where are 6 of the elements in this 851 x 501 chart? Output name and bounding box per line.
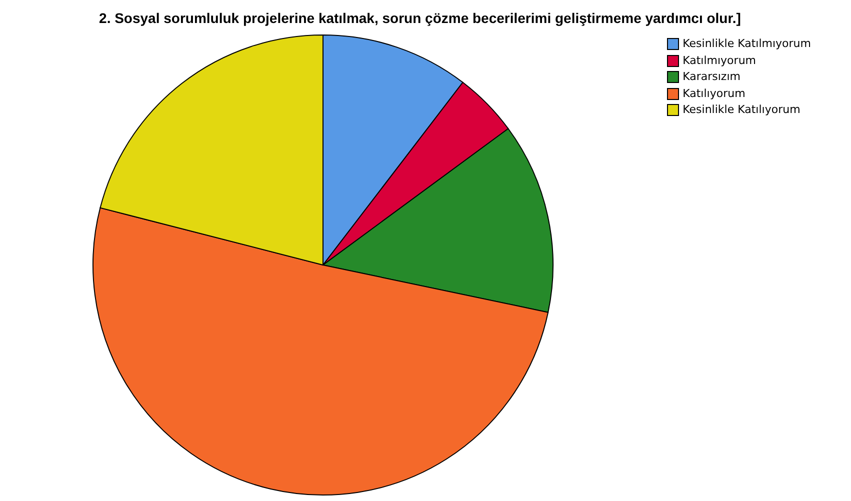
legend-label: Kesinlikle Katılıyorum <box>682 102 800 118</box>
legend-label: Kararsızım <box>682 69 740 85</box>
chart-title: 2. Sosyal sorumluluk projelerine katılmak, sorun çözme becerilerimi geliştirmeme yardımcı olur.] <box>98 10 742 26</box>
legend-label: Katılıyorum <box>682 86 746 102</box>
legend-label: Katılmıyorum <box>682 52 756 68</box>
legend-label: Kesinlikle Katılmıyorum <box>682 36 811 52</box>
